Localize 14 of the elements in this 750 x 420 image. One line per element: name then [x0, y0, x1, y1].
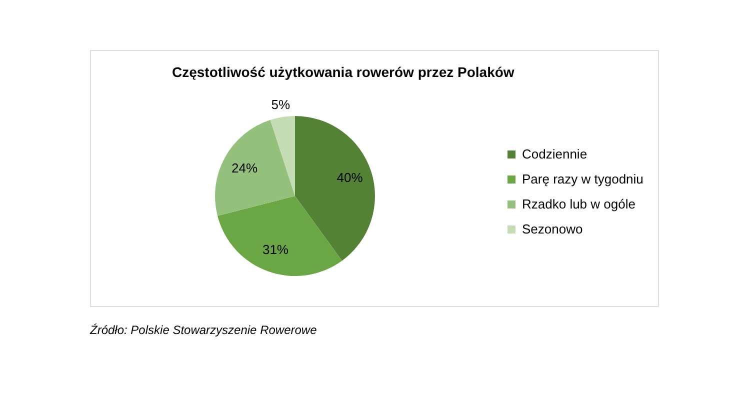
chart-title: Częstotliwość użytkowania rowerów przez Polaków: [172, 64, 514, 80]
data-label: 40%: [336, 170, 364, 186]
legend-label: Rzadko lub w ogóle: [522, 196, 636, 212]
data-label: 5%: [271, 97, 290, 112]
pie-slice: [215, 120, 295, 216]
data-label: 31%: [262, 242, 289, 258]
pie-slice: [270, 116, 295, 196]
legend-label: Parę razy w tygodniu: [522, 172, 644, 186]
legend-label: Sezonowo: [522, 222, 583, 236]
text: Źródło: Polskie Stowarzyszenie Rowerowe: [89, 323, 318, 337]
legend-label: Codziennie: [522, 146, 588, 162]
pie-slice: [218, 196, 342, 276]
pie-slice: [295, 116, 375, 261]
data-label: 24%: [232, 160, 258, 176]
